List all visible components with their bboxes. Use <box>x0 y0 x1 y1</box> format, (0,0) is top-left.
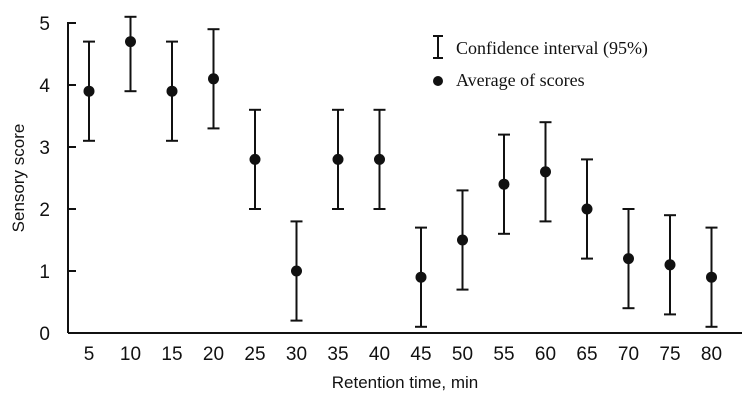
mean-point <box>498 178 510 190</box>
x-tick-label: 30 <box>286 344 307 365</box>
mean-point <box>332 153 344 165</box>
mean-point <box>415 271 427 283</box>
mean-point <box>166 85 178 97</box>
mean-point <box>291 265 302 277</box>
data-point-group <box>207 28 220 130</box>
legend-ci-symbol <box>433 35 443 59</box>
data-point-group <box>456 189 469 291</box>
data-point-group <box>166 40 178 142</box>
data-point-group <box>83 40 95 142</box>
x-tick-label: 45 <box>410 344 431 365</box>
mean-point <box>540 166 551 178</box>
data-point-group <box>290 220 303 322</box>
legend-mean-symbol <box>433 76 443 86</box>
x-tick-label: 15 <box>161 344 182 365</box>
data-point-group <box>705 226 718 328</box>
mean-point <box>706 271 717 283</box>
data-point-group <box>332 108 344 210</box>
data-point-group <box>581 158 593 260</box>
x-tick-label: 80 <box>701 344 722 365</box>
y-tick-label: 0 <box>39 324 50 345</box>
data-point-group <box>622 208 635 310</box>
x-ticks: 5 10 15 20 25 30 35 40 45 50 55 60 65 70 75 80 <box>84 344 722 365</box>
mean-point <box>457 234 468 246</box>
x-tick-label: 75 <box>659 344 680 365</box>
y-tick-label: 4 <box>39 76 50 97</box>
mean-point <box>249 153 261 165</box>
x-tick-label: 60 <box>535 344 556 365</box>
legend-mean-label: Average of scores <box>456 70 585 90</box>
x-tick-label: 55 <box>493 344 514 365</box>
x-tick-label: 70 <box>618 344 639 365</box>
mean-point <box>125 36 136 48</box>
x-tick-label: 5 <box>84 344 95 365</box>
y-tick-label: 2 <box>39 200 50 221</box>
y-tick-label: 5 <box>39 14 50 35</box>
y-tick-label: 3 <box>39 138 50 159</box>
mean-point <box>581 203 593 215</box>
x-tick-label: 10 <box>120 344 141 365</box>
data-point-group <box>124 15 137 93</box>
x-axis-title: Retention time, min <box>332 373 478 392</box>
mean-point <box>623 253 634 265</box>
y-ticks: 0 1 2 3 4 5 <box>39 14 76 345</box>
x-tick-label: 65 <box>576 344 597 365</box>
data-point-group <box>249 108 261 210</box>
x-tick-label: 40 <box>369 344 390 365</box>
x-tick-label: 20 <box>203 344 224 365</box>
data-marks <box>83 15 718 328</box>
y-tick-label: 1 <box>39 262 50 283</box>
legend: Confidence interval (95%) Average of sco… <box>433 35 648 90</box>
mean-point <box>374 153 385 165</box>
data-point-group <box>373 108 386 210</box>
legend-ci-label: Confidence interval (95%) <box>456 38 648 59</box>
data-point-group <box>539 121 552 223</box>
x-tick-label: 35 <box>327 344 348 365</box>
x-tick-label: 50 <box>452 344 473 365</box>
mean-point <box>208 73 219 85</box>
data-point-group <box>664 214 676 316</box>
mean-point <box>664 259 676 271</box>
mean-point <box>83 85 95 97</box>
data-point-group <box>415 226 427 328</box>
y-axis-title: Sensory score <box>9 124 28 233</box>
data-point-group <box>498 133 510 235</box>
axes <box>67 22 742 334</box>
x-tick-label: 25 <box>244 344 265 365</box>
